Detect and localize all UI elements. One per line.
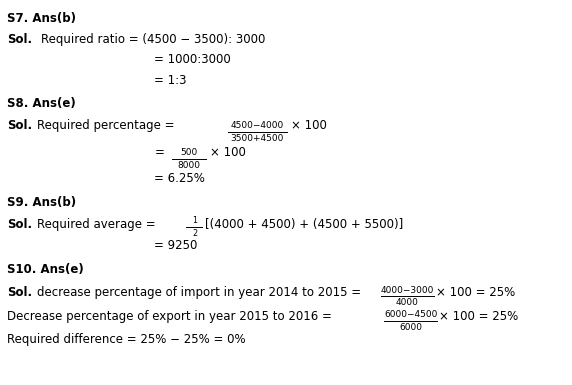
Text: × 100: × 100: [291, 119, 327, 132]
Text: = 1:3: = 1:3: [154, 74, 187, 87]
Text: 2: 2: [192, 229, 197, 238]
Text: 3500+4500: 3500+4500: [231, 134, 284, 143]
Text: Sol.: Sol.: [7, 286, 32, 299]
Text: = 6.25%: = 6.25%: [154, 172, 205, 186]
Text: 6000: 6000: [399, 323, 422, 331]
Text: decrease percentage of import in year 2014 to 2015 =: decrease percentage of import in year 20…: [37, 286, 362, 299]
Text: 1: 1: [192, 216, 197, 225]
Text: Required ratio = (4500 − 3500): 3000: Required ratio = (4500 − 3500): 3000: [41, 33, 265, 46]
Text: [(4000 + 4500) + (4500 + 5500)]: [(4000 + 4500) + (4500 + 5500)]: [205, 218, 403, 231]
Text: 4000−3000: 4000−3000: [380, 286, 434, 295]
Text: = 9250: = 9250: [154, 239, 198, 252]
Text: S8. Ans(e): S8. Ans(e): [7, 97, 76, 110]
Text: S10. Ans(e): S10. Ans(e): [7, 263, 84, 276]
Text: 500: 500: [180, 148, 197, 157]
Text: Required difference = 25% − 25% = 0%: Required difference = 25% − 25% = 0%: [7, 333, 245, 346]
Text: S9. Ans(b): S9. Ans(b): [7, 196, 76, 209]
Text: Sol.: Sol.: [7, 119, 32, 132]
Text: = 1000:3000: = 1000:3000: [154, 53, 231, 66]
Text: S7. Ans(b): S7. Ans(b): [7, 12, 76, 25]
Text: × 100 = 25%: × 100 = 25%: [439, 310, 519, 323]
Text: 4500−4000: 4500−4000: [231, 121, 284, 130]
Text: Sol.: Sol.: [7, 218, 32, 231]
Text: 4000: 4000: [396, 298, 419, 307]
Text: Sol.: Sol.: [7, 33, 32, 46]
Text: =: =: [154, 146, 164, 159]
Text: 8000: 8000: [177, 161, 200, 170]
Text: Required average =: Required average =: [37, 218, 156, 231]
Text: Decrease percentage of export in year 2015 to 2016 =: Decrease percentage of export in year 20…: [7, 310, 332, 323]
Text: × 100: × 100: [210, 146, 247, 159]
Text: × 100 = 25%: × 100 = 25%: [436, 286, 515, 299]
Text: Required percentage =: Required percentage =: [37, 119, 174, 132]
Text: 6000−4500: 6000−4500: [384, 310, 438, 319]
